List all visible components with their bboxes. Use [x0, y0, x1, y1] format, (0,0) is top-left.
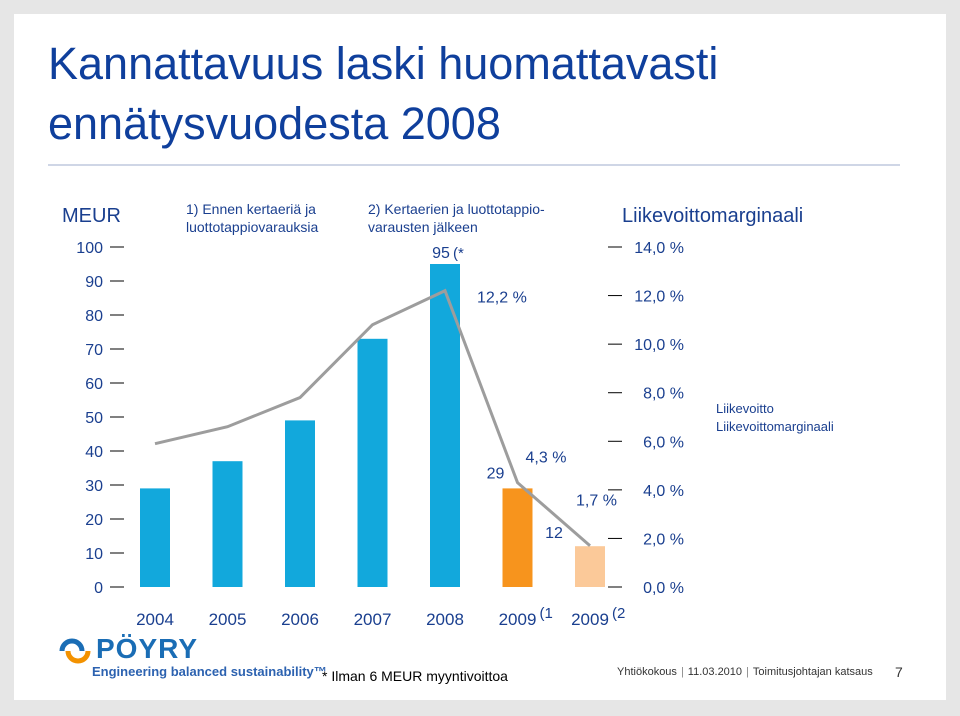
poyry-logo-icon	[59, 638, 91, 664]
x-tick-label: 2006	[281, 610, 319, 629]
left-tick-label: 70	[85, 342, 103, 359]
bar-0	[140, 488, 170, 587]
bar-2	[285, 420, 315, 587]
left-tick-label: 80	[85, 308, 103, 325]
x-tick-label: 2005	[209, 610, 247, 629]
group-label-2-line-1: 2) Kertaerien ja luottotappio-	[368, 201, 545, 217]
margin-value-label: 1,7 %	[576, 493, 617, 510]
footer-event: Yhtiökokous	[617, 666, 677, 678]
right-tick-label: 10,0 %	[634, 337, 684, 354]
left-tick-label: 30	[85, 478, 103, 495]
right-tick-label: 2,0 %	[643, 531, 684, 548]
bar-6	[575, 546, 605, 587]
footnote: * Ilman 6 MEUR myyntivoittoa	[322, 668, 508, 684]
left-tick-label: 50	[85, 410, 103, 427]
bar-value-label: 29	[487, 465, 505, 482]
x-tick-label: 2007	[354, 610, 392, 629]
right-axis-title: Liikevoittomarginaali	[622, 205, 803, 227]
group-label-2-line-2: varausten jälkeen	[368, 219, 478, 235]
bar-3	[357, 338, 388, 587]
footer: Yhtiökokous | 11.03.2010 | Toimitusjohtajan …	[617, 666, 873, 678]
right-tick-label: 4,0 %	[643, 483, 684, 500]
right-tick-label: 0,0 %	[643, 580, 684, 597]
margin-value-label: 4,3 %	[526, 450, 567, 467]
left-tick-label: 20	[85, 512, 103, 529]
x-tick-suffix: (1	[540, 605, 553, 622]
footer-section: Toimitusjohtajan katsaus	[752, 666, 873, 678]
poyry-logo: PÖYRY	[58, 633, 197, 670]
x-tick-label: 2009	[499, 610, 537, 629]
x-tick-label: 2008	[426, 610, 464, 629]
chart-legend: Liikevoitto Liikevoittomarginaali	[716, 400, 834, 436]
x-tick-suffix: (2	[612, 605, 625, 622]
left-tick-label: 10	[85, 546, 103, 563]
margin-value-label: 12,2 %	[477, 290, 527, 307]
bar-4	[430, 264, 460, 587]
title-line-2: ennätysvuodesta 2008	[48, 98, 501, 149]
left-tick-label: 0	[94, 580, 103, 597]
legend-entry-liikevoitto: Liikevoitto	[716, 401, 774, 416]
bar-value-label: 12	[545, 525, 563, 542]
right-tick-label: 12,0 %	[634, 289, 684, 306]
right-tick-label: 6,0 %	[643, 434, 684, 451]
margin-line	[154, 288, 591, 547]
left-axis-title: MEUR	[62, 205, 121, 227]
slide-title: Kannattavuus laski huomattavasti ennätys…	[48, 34, 908, 154]
page-number: 7	[895, 664, 903, 680]
bar-1	[212, 461, 243, 587]
footer-date: 11.03.2010	[687, 666, 743, 678]
title-divider	[48, 164, 900, 166]
left-tick-label: 40	[85, 444, 103, 461]
logo-wordmark: PÖYRY	[96, 633, 198, 664]
title-line-1: Kannattavuus laski huomattavasti	[48, 38, 719, 89]
chart-marks: MEUR 0 10 20 30 40 50 60 70 80 90 100 Liikevoittomar…	[62, 201, 803, 629]
left-tick-label: 60	[85, 376, 103, 393]
left-tick-label: 90	[85, 274, 103, 291]
bar-value-label: 95	[432, 245, 450, 262]
right-tick-label: 8,0 %	[643, 386, 684, 403]
logo-tagline: Engineering balanced sustainability™	[92, 664, 327, 679]
legend-entry-margin: Liikevoittomarginaali	[716, 419, 834, 434]
left-tick-label: 100	[76, 240, 103, 257]
group-label-1-line-1: 1) Ennen kertaeriä ja	[186, 201, 316, 217]
group-label-1-line-2: luottotappiovarauksia	[186, 219, 319, 235]
right-tick-label: 14,0 %	[634, 240, 684, 257]
x-tick-label: 2004	[136, 610, 174, 629]
bar-value-suffix: (*	[453, 245, 464, 262]
bar-5	[502, 488, 533, 587]
x-tick-label: 2009	[571, 610, 609, 629]
